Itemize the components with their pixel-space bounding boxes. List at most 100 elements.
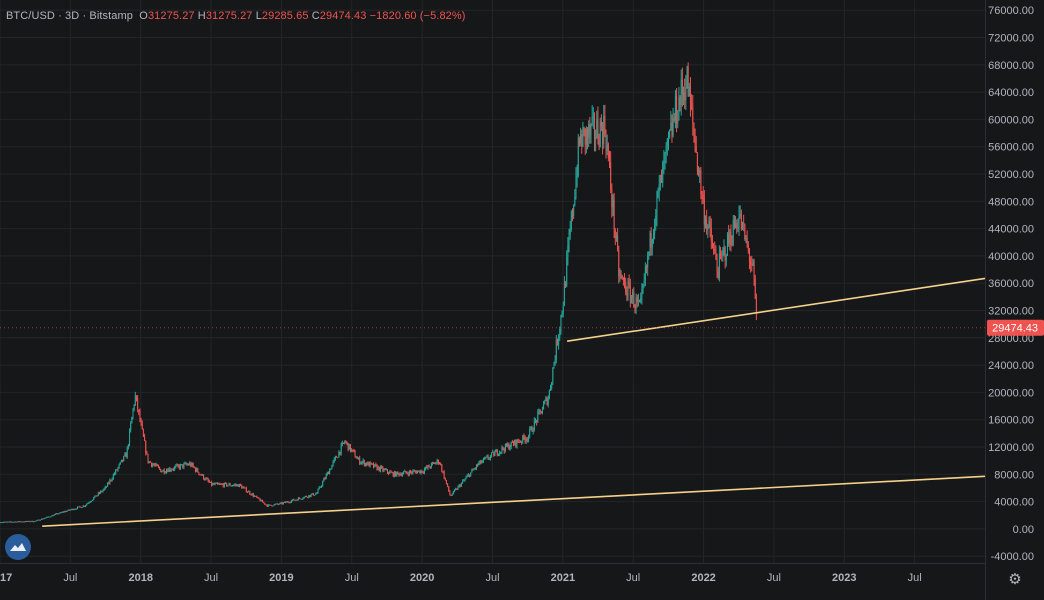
candle-body [692,107,694,123]
candle-body [219,483,221,485]
symbol-label[interactable]: BTC/USD · 3D · Bitstamp [6,10,133,22]
candle-body [733,220,735,229]
candle-body [67,509,69,511]
candle-body [541,409,543,414]
candle-body [672,118,674,136]
candle-body [82,505,84,508]
candle-body [724,247,726,261]
candle-body [119,461,121,465]
grid [0,0,985,563]
candle-body [318,487,320,490]
candle-body [523,435,525,439]
candle-body [477,464,479,466]
candle-body [496,450,498,455]
candle-body [30,520,32,522]
candle-body [340,444,342,454]
candle-body [666,138,668,146]
trendline [566,277,986,343]
candle-body [596,119,598,138]
candle-body [425,466,427,470]
candle-body [403,472,405,474]
candle-body [0,522,2,524]
candle-body [740,214,742,229]
candle-body [216,482,218,484]
candle-body [66,510,68,512]
candle-body [458,484,460,487]
candle-body [609,157,611,163]
candle-body [487,456,489,459]
candle-body [598,139,600,148]
candle-body [120,459,122,462]
candle-body [421,470,423,473]
candle-body [337,457,339,459]
time-tick-label: Jul [767,572,781,584]
candle-body [642,284,644,291]
candle-body [400,473,402,476]
candle-body [330,469,332,471]
candle-body [63,511,65,513]
candle-body [118,464,120,468]
candle-body [405,471,407,473]
candle-body [504,444,506,452]
price-tick-label: 16000.00 [988,415,1034,427]
candle-body [326,472,328,475]
candle-body [139,411,141,421]
time-tick-label: 2021 [551,572,575,584]
candle-body [253,495,255,497]
candle-body [499,451,501,455]
candle-body [518,441,520,443]
candle-body [456,488,458,490]
candle-body [415,471,417,474]
candle-body [152,464,154,466]
candle-body [90,500,92,502]
candle-body [218,483,220,485]
candle-body [679,97,681,106]
candle-body [220,483,222,485]
candle-body [607,144,609,158]
candle-body [108,482,110,484]
candle-body [295,499,297,501]
candle-body [374,464,376,468]
candle-body [127,444,129,448]
candle-body [288,502,290,504]
candle-body [628,281,630,286]
candle-body [538,410,540,413]
candle-body [688,86,690,97]
candle-body [743,222,745,224]
last-price-badge [987,319,1044,336]
candle-body [250,494,252,496]
candle-body [257,497,259,499]
candle-body [576,175,578,178]
candle-body [391,472,393,474]
candle-body [713,248,715,250]
change-value: −1820.60 (−5.82%) [369,10,466,22]
candle-body [584,128,586,145]
candle-body [164,472,166,474]
candle-body [671,123,673,136]
candle-body [599,121,601,148]
candle-body [64,511,66,513]
candle-body [183,463,185,468]
candle-body [646,266,648,268]
gear-icon[interactable]: ⚙ [1008,570,1022,588]
candle-body [652,234,654,240]
candle-body [178,465,180,469]
candle-body [148,461,150,463]
candle-body [339,451,341,454]
tradingview-logo-icon[interactable] [5,534,31,560]
candle-body [673,118,675,121]
price-tick-label: 12000.00 [988,442,1034,454]
candle-body [630,297,632,303]
candle-body [378,466,380,471]
candle-body [569,228,571,236]
candle-body [550,387,552,391]
candle-body [470,472,472,477]
candle-body [373,463,375,468]
candle-body [307,496,309,498]
candle-body [422,472,424,474]
candle-body [412,470,414,474]
candle-body [448,486,450,492]
candle-body [694,134,696,146]
